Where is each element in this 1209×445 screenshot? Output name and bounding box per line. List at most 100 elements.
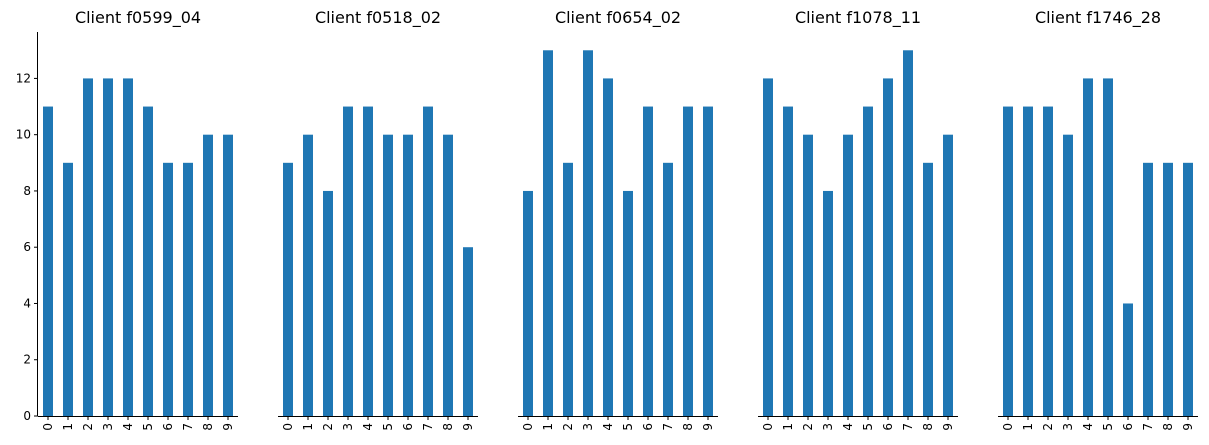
bar xyxy=(1043,106,1053,417)
x-tick-label: 4 xyxy=(121,423,135,431)
x-tick-label: 8 xyxy=(1161,423,1175,431)
y-tick-label: 0 xyxy=(23,409,31,423)
bar xyxy=(783,106,793,417)
x-tick-label: 8 xyxy=(441,423,455,431)
y-tick-label: 12 xyxy=(16,71,31,85)
x-tick-label: 7 xyxy=(421,423,435,431)
x-tick-label: 8 xyxy=(681,423,695,431)
bar xyxy=(1003,106,1013,417)
bar xyxy=(43,106,53,417)
x-tick-label: 0 xyxy=(1001,423,1015,431)
x-tick-label: 3 xyxy=(821,423,835,431)
y-tick-label: 6 xyxy=(23,240,31,254)
bar xyxy=(443,134,453,416)
x-tick-label: 1 xyxy=(1021,423,1035,431)
bar xyxy=(863,106,873,417)
x-tick-label: 0 xyxy=(521,423,535,431)
bar xyxy=(583,50,593,417)
x-tick-label: 1 xyxy=(61,423,75,431)
y-tick-label: 8 xyxy=(23,184,31,198)
bar xyxy=(663,162,673,416)
bar xyxy=(1023,106,1033,417)
x-tick-label: 7 xyxy=(661,423,675,431)
x-tick-label: 5 xyxy=(141,423,155,431)
bar xyxy=(123,78,133,417)
x-tick-label: 6 xyxy=(401,423,415,431)
x-tick-label: 0 xyxy=(41,423,55,431)
bar xyxy=(623,190,633,416)
chart-panel-1: Client f0518_02 0 1 2 3 4 5 6 7 8 9 xyxy=(278,8,478,431)
x-tick-label: 2 xyxy=(1041,423,1055,431)
chart-title: Client f0599_04 xyxy=(75,8,201,28)
bar xyxy=(603,78,613,417)
x-tick-label: 3 xyxy=(1061,423,1075,431)
x-tick-label: 6 xyxy=(1121,423,1135,431)
bar xyxy=(543,50,553,417)
x-tick-label: 3 xyxy=(581,423,595,431)
bar xyxy=(203,134,213,416)
x-tick-label: 6 xyxy=(641,423,655,431)
bar xyxy=(83,78,93,417)
chart-title: Client f1746_28 xyxy=(1035,8,1161,28)
y-tick-label: 4 xyxy=(23,296,31,310)
bar xyxy=(943,134,953,416)
x-tick-label: 9 xyxy=(221,423,235,431)
x-tick-label: 1 xyxy=(301,423,315,431)
bar xyxy=(683,106,693,417)
chart-title: Client f1078_11 xyxy=(795,8,921,28)
bar xyxy=(143,106,153,417)
bar xyxy=(823,190,833,416)
bar xyxy=(183,162,193,416)
x-tick-label: 9 xyxy=(1181,423,1195,431)
x-tick-label: 9 xyxy=(461,423,475,431)
bar xyxy=(803,134,813,416)
x-tick-label: 5 xyxy=(861,423,875,431)
chart-panel-3: Client f1078_11 0 1 2 3 4 5 6 7 8 9 xyxy=(758,8,958,431)
bar xyxy=(103,78,113,417)
chart-panel-2: Client f0654_02 0 1 2 3 4 5 6 7 8 9 xyxy=(518,8,718,431)
x-tick-label: 0 xyxy=(281,423,295,431)
bar xyxy=(1123,303,1133,416)
x-tick-label: 8 xyxy=(921,423,935,431)
bar xyxy=(283,162,293,416)
x-tick-label: 4 xyxy=(1081,423,1095,431)
chart-panel-4: Client f1746_28 0 1 2 3 4 5 6 7 8 9 xyxy=(998,8,1198,431)
bar xyxy=(363,106,373,417)
bar xyxy=(1183,162,1193,416)
x-tick-label: 5 xyxy=(381,423,395,431)
x-tick-label: 6 xyxy=(881,423,895,431)
x-tick-label: 1 xyxy=(781,423,795,431)
x-tick-label: 7 xyxy=(181,423,195,431)
x-tick-label: 5 xyxy=(1101,423,1115,431)
bar xyxy=(1063,134,1073,416)
bar xyxy=(1083,78,1093,417)
bar xyxy=(883,78,893,417)
x-tick-label: 3 xyxy=(341,423,355,431)
bar xyxy=(903,50,913,417)
y-tick-label: 10 xyxy=(16,128,31,142)
x-tick-label: 2 xyxy=(81,423,95,431)
x-tick-label: 4 xyxy=(841,423,855,431)
bar xyxy=(523,190,533,416)
y-tick-label: 2 xyxy=(23,353,31,367)
bar xyxy=(703,106,713,417)
bar xyxy=(223,134,233,416)
bar xyxy=(923,162,933,416)
bar xyxy=(343,106,353,417)
bar xyxy=(1103,78,1113,417)
chart-title: Client f0518_02 xyxy=(315,8,441,28)
bar xyxy=(1163,162,1173,416)
bar xyxy=(163,162,173,416)
bar xyxy=(303,134,313,416)
x-tick-label: 9 xyxy=(941,423,955,431)
bar xyxy=(1143,162,1153,416)
x-tick-label: 3 xyxy=(101,423,115,431)
bar xyxy=(763,78,773,417)
bar xyxy=(563,162,573,416)
bar xyxy=(383,134,393,416)
x-tick-label: 7 xyxy=(1141,423,1155,431)
x-tick-label: 2 xyxy=(561,423,575,431)
bar xyxy=(323,190,333,416)
bar xyxy=(463,247,473,416)
